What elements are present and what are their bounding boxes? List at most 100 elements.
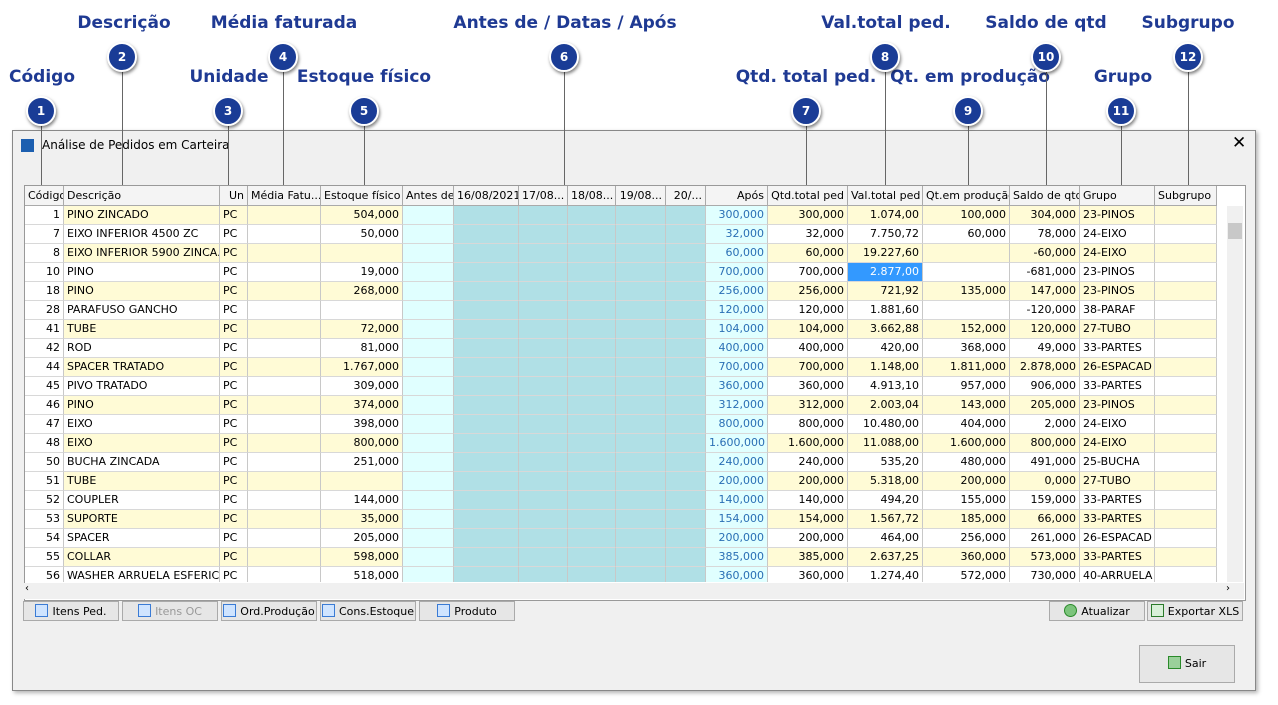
table-cell — [568, 529, 616, 548]
callout-number: 4 — [268, 42, 298, 72]
table-cell — [519, 358, 568, 377]
table-cell — [666, 529, 706, 548]
table-cell — [923, 244, 1010, 263]
table-cell — [519, 282, 568, 301]
callout-label: Estoque físico — [296, 67, 432, 87]
table-cell — [321, 472, 403, 491]
table-cell — [454, 225, 519, 244]
table-cell — [666, 548, 706, 567]
toolbar-button[interactable]: Produto — [419, 601, 515, 621]
table-cell: 400,000 — [768, 339, 848, 358]
table-cell — [403, 529, 454, 548]
callout-label: Antes de / Datas / Após — [453, 13, 677, 33]
table-cell: 312,000 — [706, 396, 768, 415]
h-scrollbar[interactable]: ‹ › — [24, 583, 1244, 599]
table-cell — [454, 510, 519, 529]
table-cell — [616, 396, 666, 415]
table-cell: 404,000 — [923, 415, 1010, 434]
table-cell: 33-PARTES — [1080, 339, 1155, 358]
table-cell: PARAFUSO GANCHO — [64, 301, 220, 320]
table-cell: 55 — [25, 548, 64, 567]
table-cell — [403, 396, 454, 415]
button-label: Cons.Estoque — [338, 605, 415, 618]
table-cell — [248, 548, 321, 567]
table-cell — [568, 434, 616, 453]
table-cell — [616, 320, 666, 339]
table-cell: 2.878,000 — [1010, 358, 1080, 377]
callout-number: 11 — [1106, 96, 1136, 126]
table-cell: 11.088,00 — [848, 434, 923, 453]
table-cell — [568, 510, 616, 529]
table-cell: 66,000 — [1010, 510, 1080, 529]
table-cell — [568, 567, 616, 582]
toolbar-button[interactable]: Cons.Estoque — [320, 601, 416, 621]
table-cell — [454, 339, 519, 358]
table-cell: 2.003,04 — [848, 396, 923, 415]
table-cell — [568, 472, 616, 491]
table-cell: 23-PINOS — [1080, 206, 1155, 225]
table-cell: 49,000 — [1010, 339, 1080, 358]
table-cell: 35,000 — [321, 510, 403, 529]
table-cell: 154,000 — [706, 510, 768, 529]
table-cell: 1.074,00 — [848, 206, 923, 225]
scrollbar[interactable] — [1227, 206, 1243, 582]
table-cell: 3.662,88 — [848, 320, 923, 339]
table-cell: 23-PINOS — [1080, 282, 1155, 301]
table-cell: 480,000 — [923, 453, 1010, 472]
table-cell: 19.227,60 — [848, 244, 923, 263]
callout-number: 8 — [870, 42, 900, 72]
button-label: Itens OC — [155, 605, 202, 618]
table-cell — [568, 491, 616, 510]
table-cell: 205,000 — [1010, 396, 1080, 415]
table-cell: EIXO INFERIOR 5900 ZINCA... — [64, 244, 220, 263]
toolbar-button[interactable]: Itens Ped. — [23, 601, 119, 621]
table-cell: 25-BUCHA — [1080, 453, 1155, 472]
column-header: 18/08... — [568, 186, 616, 206]
table-cell: 535,20 — [848, 453, 923, 472]
toolbar-button[interactable]: Atualizar — [1049, 601, 1145, 621]
table-cell — [1155, 548, 1217, 567]
table-cell: 135,000 — [923, 282, 1010, 301]
table-cell: 100,000 — [923, 206, 1010, 225]
table-cell: PC — [220, 567, 248, 582]
table-cell — [519, 263, 568, 282]
table-cell: 10.480,00 — [848, 415, 923, 434]
table-cell: 19,000 — [321, 263, 403, 282]
exit-button[interactable]: Sair — [1139, 645, 1235, 683]
table-cell: 33-PARTES — [1080, 377, 1155, 396]
table-cell: PC — [220, 434, 248, 453]
toolbar-button[interactable]: Exportar XLS — [1147, 601, 1243, 621]
callout-line — [968, 111, 969, 185]
table-cell — [666, 434, 706, 453]
toolbar-button[interactable]: Ord.Produção — [221, 601, 317, 621]
table-cell — [666, 491, 706, 510]
table-cell: 54 — [25, 529, 64, 548]
table-cell: 78,000 — [1010, 225, 1080, 244]
table-cell — [923, 263, 1010, 282]
table-cell — [568, 453, 616, 472]
table-cell — [248, 510, 321, 529]
table-cell — [454, 358, 519, 377]
close-icon[interactable]: ✕ — [1232, 133, 1247, 153]
table-cell: 185,000 — [923, 510, 1010, 529]
table-cell: PC — [220, 453, 248, 472]
table-cell — [519, 301, 568, 320]
table-cell — [248, 472, 321, 491]
table-cell: 24-EIXO — [1080, 225, 1155, 244]
callout-line — [1188, 57, 1189, 185]
column-header: Descrição — [64, 186, 220, 206]
table-cell: 721,92 — [848, 282, 923, 301]
callout-line — [41, 111, 42, 185]
table-cell — [403, 491, 454, 510]
table-cell: 38-PARAF — [1080, 301, 1155, 320]
table-cell — [616, 510, 666, 529]
table-cell: PC — [220, 548, 248, 567]
table-cell — [403, 453, 454, 472]
table-cell — [454, 377, 519, 396]
table-cell: 51 — [25, 472, 64, 491]
table-cell: 26-ESPACAD — [1080, 529, 1155, 548]
table-cell: 730,000 — [1010, 567, 1080, 582]
table-cell — [403, 206, 454, 225]
table-cell — [568, 206, 616, 225]
table-cell — [1155, 377, 1217, 396]
